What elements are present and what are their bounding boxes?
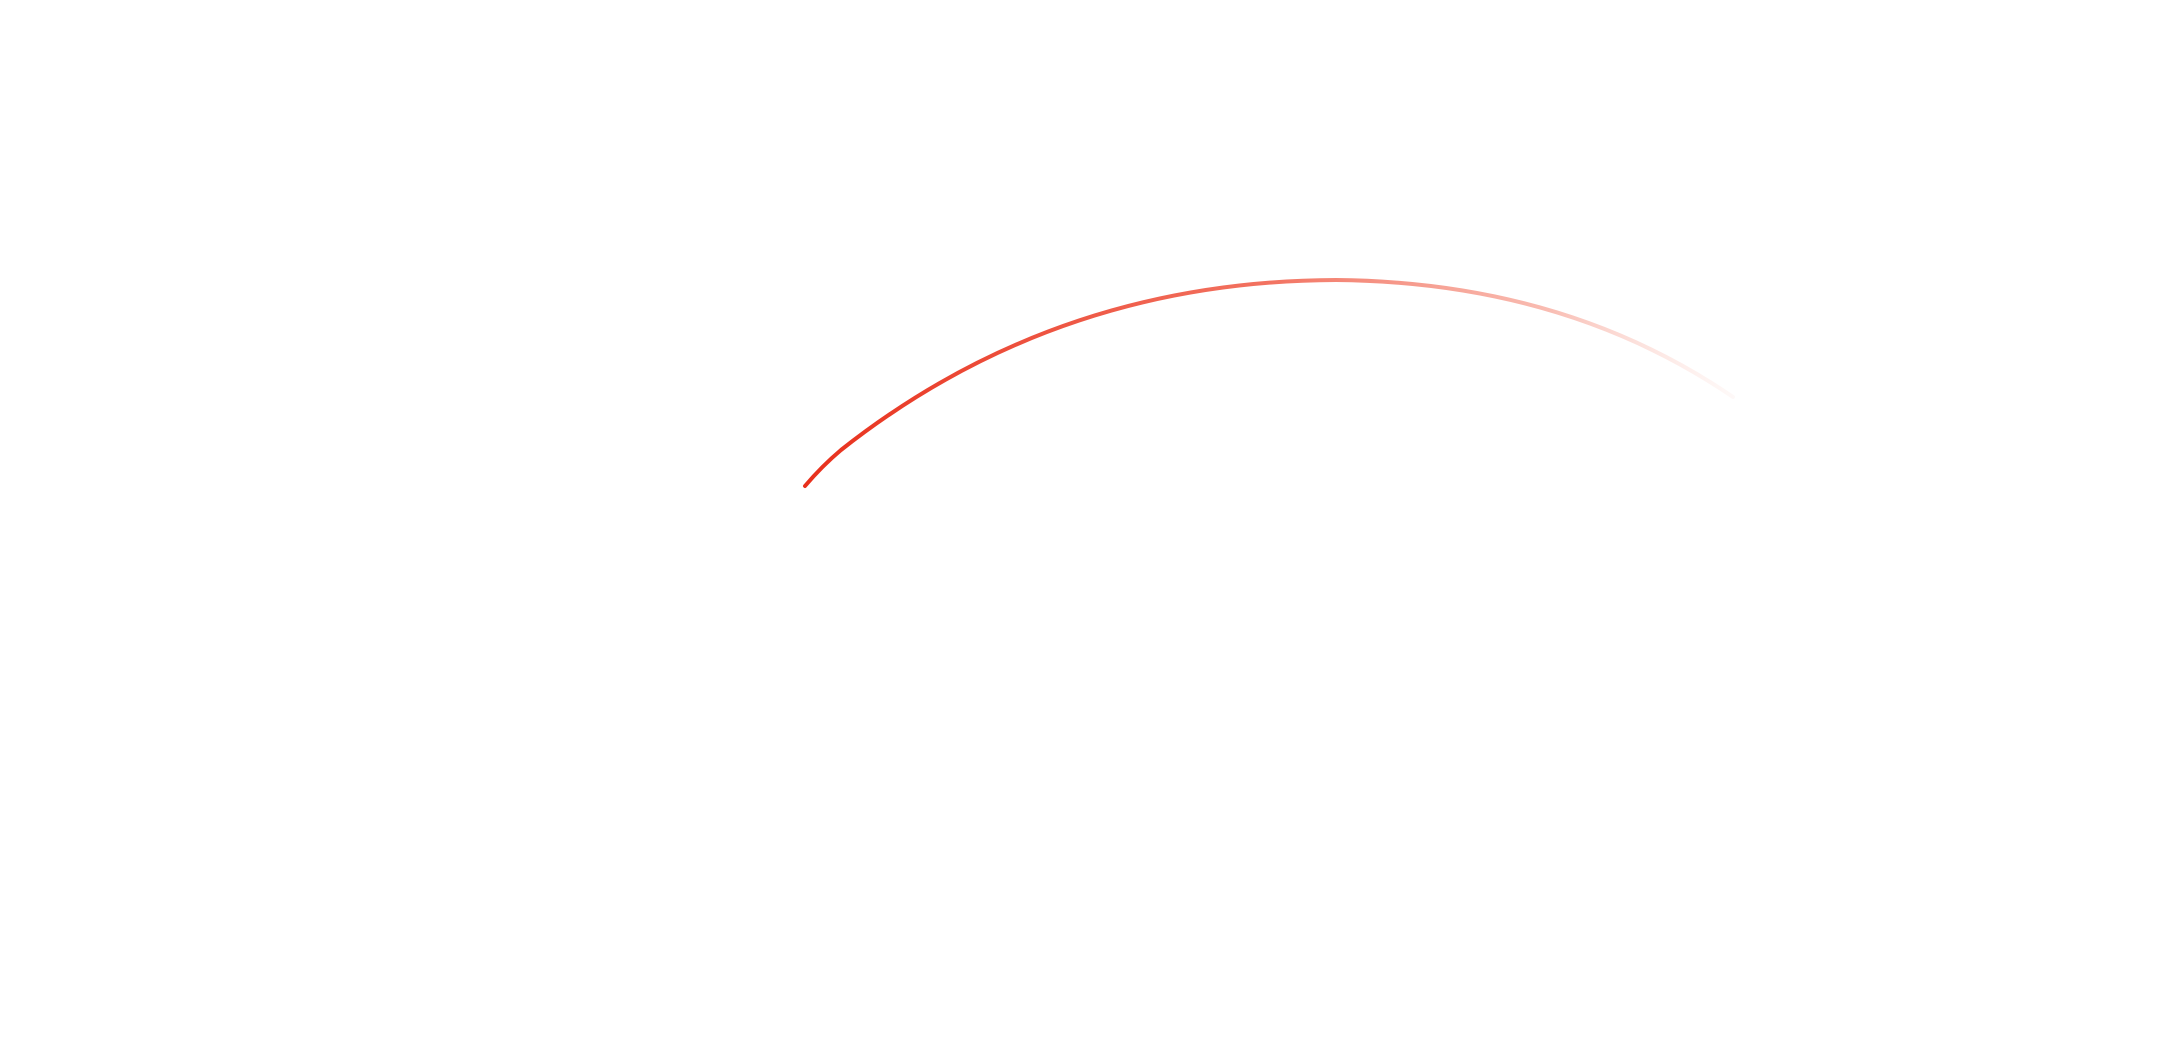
loading-spinner-arc	[803, 277, 1735, 488]
